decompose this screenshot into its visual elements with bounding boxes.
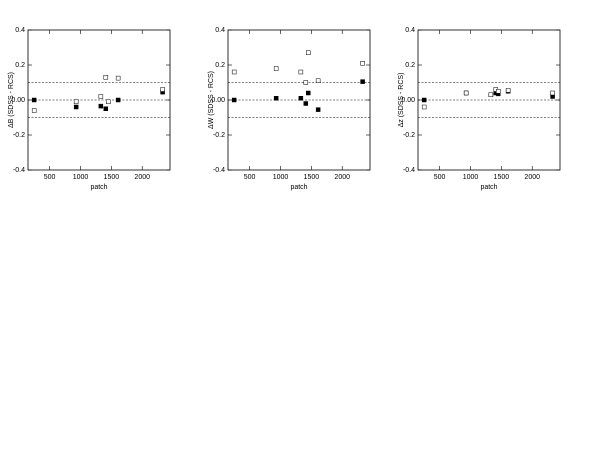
data-point (505, 88, 511, 93)
data-point (298, 96, 304, 101)
x-tick-label: 1500 (304, 174, 320, 181)
x-axis-label: patch (290, 184, 307, 191)
data-point (306, 90, 311, 96)
data-point (98, 94, 104, 99)
y-tick-label: 0.4 (405, 27, 415, 34)
y-tick-label: -0.2 (13, 132, 25, 139)
x-tick-label: 1000 (463, 174, 479, 181)
y-tick-label: 0.4 (215, 27, 225, 34)
y-tick-label: 0.4 (15, 27, 25, 34)
data-point (115, 75, 121, 81)
data-point (421, 104, 427, 110)
data-point (98, 103, 104, 109)
x-axis-label: patch (480, 184, 497, 191)
data-point (306, 50, 311, 55)
data-point (463, 90, 469, 96)
x-tick-label: 500 (434, 174, 446, 181)
y-tick-label: 0.00 (11, 97, 25, 104)
data-point (160, 87, 165, 92)
data-point (273, 96, 279, 101)
x-tick-label: 1000 (273, 174, 289, 181)
y-axis-label: ΔB (SDSS - RCS) (8, 72, 15, 128)
y-axis-label: Δz (SDSS - RCS) (398, 73, 405, 128)
data-point (231, 69, 237, 75)
data-point (360, 61, 365, 66)
data-point (73, 99, 79, 104)
data-point (273, 66, 279, 71)
x-tick-label: 1500 (104, 174, 120, 181)
x-tick-label: 2000 (134, 174, 150, 181)
y-tick-label: 0.2 (15, 62, 25, 69)
data-point (303, 80, 309, 85)
data-point (31, 108, 37, 113)
x-tick-label: 1500 (494, 174, 510, 181)
data-point (231, 97, 237, 103)
data-point (315, 78, 321, 83)
data-point (421, 97, 427, 103)
y-tick-label: -0.2 (403, 132, 415, 139)
data-point (73, 104, 79, 110)
y-tick-label: -0.4 (403, 167, 415, 174)
data-point (550, 90, 555, 96)
data-point (298, 69, 304, 75)
x-axis-label: patch (90, 184, 107, 191)
y-tick-label: 0.00 (401, 97, 415, 104)
data-point (106, 99, 111, 104)
y-tick-label: 0.00 (211, 97, 225, 104)
y-tick-label: 0.2 (405, 62, 415, 69)
x-tick-label: 2000 (334, 174, 350, 181)
y-tick-label: 0.2 (215, 62, 225, 69)
x-tick-label: 500 (244, 174, 256, 181)
x-tick-label: 500 (44, 174, 56, 181)
y-tick-label: -0.4 (213, 167, 225, 174)
data-point (488, 92, 494, 97)
data-point (103, 75, 109, 80)
y-tick-label: -0.4 (13, 167, 25, 174)
data-point (115, 97, 121, 103)
data-point (31, 97, 37, 103)
data-point (303, 101, 309, 106)
y-tick-label: -0.2 (213, 132, 225, 139)
x-tick-label: 2000 (524, 174, 540, 181)
data-point (103, 106, 109, 111)
x-tick-label: 1000 (73, 174, 89, 181)
y-axis-label: ΔW (SDSS - RCS) (208, 71, 215, 129)
data-point (496, 89, 501, 94)
data-point (315, 107, 321, 112)
data-point (360, 79, 365, 84)
